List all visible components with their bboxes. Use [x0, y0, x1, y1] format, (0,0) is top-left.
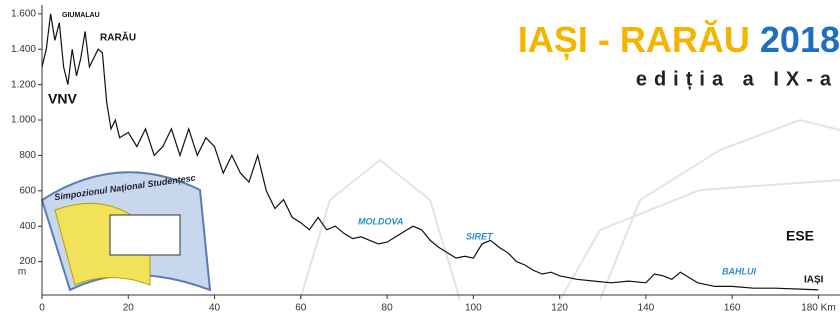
- logo-building: [110, 215, 180, 255]
- x-tick-label: 120: [551, 303, 568, 314]
- y-axis-label: m: [18, 267, 26, 278]
- y-tick-label: 1.400: [11, 44, 36, 55]
- y-tick-label: 400: [19, 221, 36, 232]
- annotation: RARĂU: [100, 31, 136, 44]
- y-tick-label: 600: [19, 185, 36, 196]
- x-tick-label: 140: [638, 303, 655, 314]
- logo: Simpozionul Național Studențesc: [42, 172, 210, 290]
- x-tick-label: 20: [123, 303, 135, 314]
- x-tick-label: 40: [209, 303, 221, 314]
- y-tick-label: 800: [19, 150, 36, 161]
- x-tick-label: 180 Km: [801, 303, 835, 314]
- x-tick-label: 60: [295, 303, 307, 314]
- annotation: IAȘI: [804, 275, 824, 286]
- chart-subtitle: ediția a IX-a: [636, 68, 838, 90]
- y-tick-label: 1.600: [11, 8, 36, 19]
- x-tick-label: 0: [39, 303, 45, 314]
- annotation: BAHLUI: [722, 266, 756, 276]
- x-tick-label: 80: [382, 303, 394, 314]
- chart-title: IAȘI - RARĂU 2018: [518, 19, 840, 60]
- x-tick-label: 160: [724, 303, 741, 314]
- x-tick-label: 100: [465, 303, 482, 314]
- y-tick-label: 1.000: [11, 115, 36, 126]
- y-tick-label: 200: [19, 256, 36, 267]
- annotation: ESE: [786, 228, 814, 244]
- annotation: GIUMALAU: [62, 12, 100, 19]
- chart: IAȘI - RARĂU 2018 ediția a IX-a m Simpoz…: [0, 0, 840, 315]
- y-tick-label: 1.200: [11, 79, 36, 90]
- annotation: VNV: [48, 91, 77, 107]
- annotation: SIRET: [466, 231, 494, 241]
- annotation: MOLDOVA: [358, 216, 403, 226]
